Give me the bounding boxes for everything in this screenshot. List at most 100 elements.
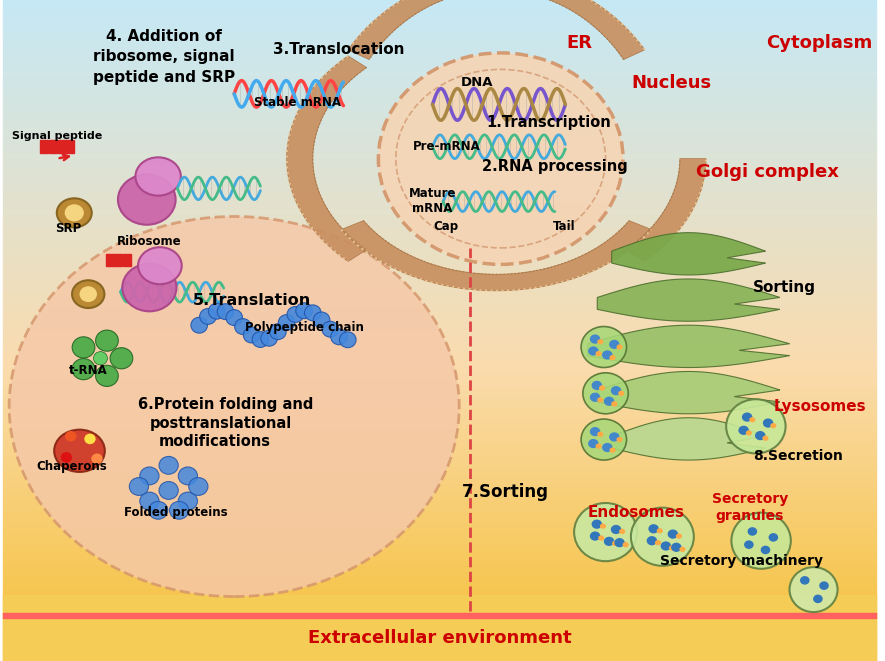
Ellipse shape bbox=[270, 324, 286, 340]
Bar bbox=[3, 264, 876, 270]
Ellipse shape bbox=[57, 198, 92, 227]
Bar bbox=[3, 584, 876, 590]
Ellipse shape bbox=[597, 432, 604, 437]
Ellipse shape bbox=[612, 541, 619, 546]
Bar bbox=[105, 254, 113, 266]
Bar bbox=[3, 518, 876, 524]
Bar bbox=[3, 132, 876, 137]
Text: Endosomes: Endosomes bbox=[588, 505, 685, 520]
Text: Stable mRNA: Stable mRNA bbox=[255, 96, 342, 109]
Ellipse shape bbox=[73, 358, 95, 379]
Ellipse shape bbox=[800, 576, 810, 584]
Ellipse shape bbox=[189, 477, 208, 496]
Ellipse shape bbox=[604, 397, 614, 406]
Bar bbox=[3, 137, 876, 143]
Bar bbox=[3, 639, 876, 644]
Bar bbox=[3, 210, 876, 215]
Bar bbox=[3, 347, 876, 352]
Bar bbox=[3, 397, 876, 402]
Bar bbox=[3, 220, 876, 226]
Bar bbox=[3, 611, 876, 617]
Bar bbox=[3, 623, 876, 628]
Ellipse shape bbox=[178, 492, 197, 510]
Bar bbox=[3, 496, 876, 501]
Bar bbox=[3, 314, 876, 319]
Polygon shape bbox=[626, 159, 706, 262]
Ellipse shape bbox=[597, 339, 604, 344]
Text: Folded proteins: Folded proteins bbox=[124, 506, 227, 519]
Bar bbox=[3, 600, 876, 606]
Ellipse shape bbox=[609, 432, 620, 442]
Ellipse shape bbox=[599, 385, 605, 391]
Ellipse shape bbox=[750, 417, 756, 422]
Ellipse shape bbox=[657, 528, 663, 533]
Ellipse shape bbox=[620, 529, 625, 534]
Polygon shape bbox=[342, 221, 651, 291]
Bar bbox=[3, 402, 876, 408]
Ellipse shape bbox=[610, 447, 616, 453]
Text: 8.Secretion: 8.Secretion bbox=[753, 449, 843, 463]
Bar bbox=[3, 512, 876, 518]
Bar bbox=[3, 413, 876, 418]
Bar bbox=[3, 121, 876, 127]
Polygon shape bbox=[287, 56, 366, 262]
Ellipse shape bbox=[65, 204, 84, 221]
Polygon shape bbox=[612, 418, 766, 460]
Bar bbox=[3, 342, 876, 347]
Bar bbox=[3, 11, 876, 17]
Ellipse shape bbox=[655, 540, 661, 545]
Ellipse shape bbox=[149, 501, 168, 520]
Bar bbox=[3, 297, 876, 303]
Ellipse shape bbox=[581, 327, 627, 368]
Ellipse shape bbox=[768, 533, 778, 542]
Text: Secretory: Secretory bbox=[712, 492, 788, 506]
Text: DNA: DNA bbox=[461, 76, 493, 89]
Bar bbox=[3, 116, 876, 121]
Bar bbox=[3, 231, 876, 237]
Bar bbox=[40, 140, 48, 153]
Bar bbox=[3, 182, 876, 187]
Ellipse shape bbox=[379, 53, 623, 264]
Ellipse shape bbox=[770, 423, 776, 428]
Bar bbox=[114, 254, 122, 266]
Bar bbox=[3, 22, 876, 28]
Bar bbox=[3, 364, 876, 369]
Text: peptide and SRP: peptide and SRP bbox=[93, 70, 235, 85]
Ellipse shape bbox=[118, 175, 175, 225]
Ellipse shape bbox=[660, 541, 671, 551]
Bar bbox=[66, 140, 74, 153]
Text: mRNA: mRNA bbox=[412, 202, 453, 215]
Ellipse shape bbox=[602, 443, 612, 452]
Bar bbox=[3, 127, 876, 132]
Text: 6.Protein folding and: 6.Protein folding and bbox=[138, 397, 313, 412]
Ellipse shape bbox=[596, 351, 602, 356]
Ellipse shape bbox=[322, 321, 339, 337]
Ellipse shape bbox=[744, 541, 754, 549]
Ellipse shape bbox=[617, 344, 623, 350]
Ellipse shape bbox=[170, 501, 189, 520]
Ellipse shape bbox=[617, 437, 623, 442]
Bar bbox=[3, 292, 876, 297]
Bar bbox=[3, 44, 876, 50]
Ellipse shape bbox=[589, 439, 598, 448]
Bar bbox=[3, 408, 876, 413]
Bar bbox=[3, 457, 876, 463]
Ellipse shape bbox=[614, 538, 625, 547]
Text: 7.Sorting: 7.Sorting bbox=[462, 483, 549, 502]
Bar bbox=[3, 435, 876, 441]
Bar bbox=[3, 628, 876, 633]
Bar bbox=[3, 485, 876, 490]
Bar bbox=[3, 446, 876, 451]
Ellipse shape bbox=[581, 419, 627, 460]
Bar bbox=[3, 595, 876, 600]
Bar bbox=[3, 501, 876, 507]
Ellipse shape bbox=[178, 467, 197, 485]
Ellipse shape bbox=[122, 264, 176, 311]
Ellipse shape bbox=[235, 319, 251, 334]
Bar bbox=[3, 270, 876, 276]
Ellipse shape bbox=[331, 329, 347, 345]
Ellipse shape bbox=[731, 513, 791, 568]
Bar bbox=[3, 176, 876, 182]
Bar bbox=[3, 319, 876, 325]
Text: 5.Translation: 5.Translation bbox=[193, 293, 311, 308]
